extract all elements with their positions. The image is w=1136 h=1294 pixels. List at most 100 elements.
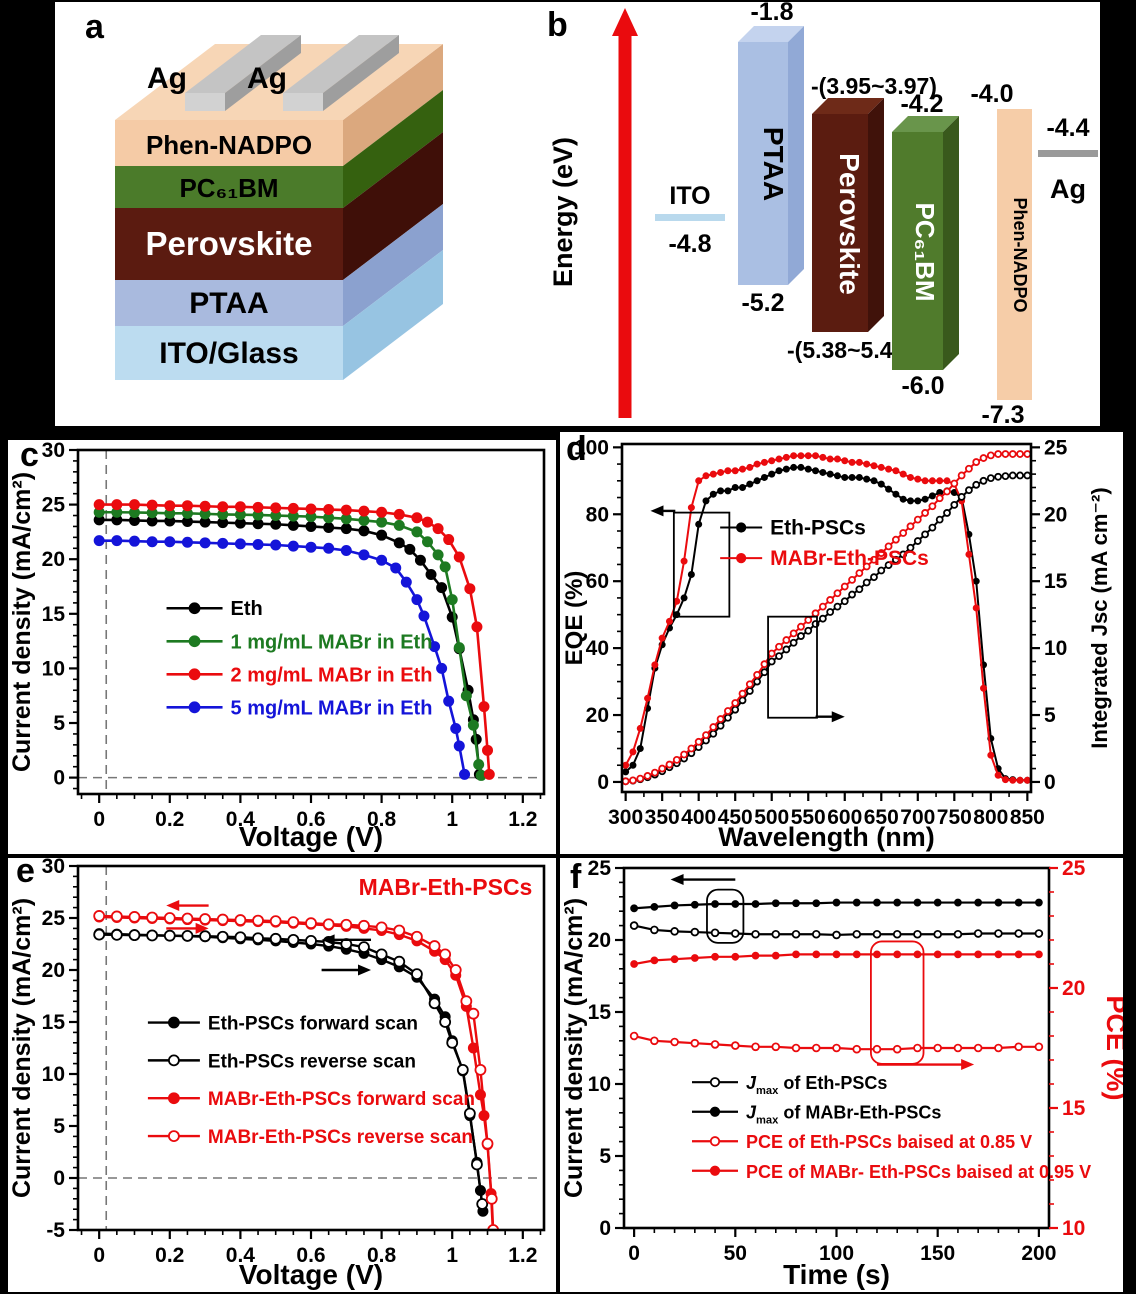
svg-text:5: 5 bbox=[599, 1145, 611, 1168]
svg-text:0: 0 bbox=[628, 1242, 640, 1265]
svg-text:10: 10 bbox=[1044, 637, 1067, 660]
panel-letter-a: a bbox=[85, 8, 104, 46]
annotation-arrow bbox=[166, 922, 209, 934]
svg-text:2 mg/mL MABr in Eth: 2 mg/mL MABr in Eth bbox=[231, 664, 433, 686]
panel-letter-b: b bbox=[547, 6, 568, 44]
panel-c-jv-concentration-chart: c 0 0.2 0.4 0.6 0.8 1 1.2 0 5 10 15 20 25 30 Voltage (… bbox=[8, 438, 556, 854]
svg-text:25: 25 bbox=[42, 494, 66, 517]
svg-text:PCE of Eth-PSCs baised at 0.8: PCE of Eth-PSCs baised at 0.85 V bbox=[746, 1132, 1032, 1152]
svg-text:1 mg/mL MABr in Eth: 1 mg/mL MABr in Eth bbox=[231, 631, 433, 653]
axis-ticks: 300 350 400 450 500 550 600 650 700 750 800 8500204… bbox=[574, 436, 1068, 829]
svg-text:0: 0 bbox=[1044, 771, 1056, 794]
ito-layer-label: ITO/Glass bbox=[159, 337, 299, 370]
series-pce-of-eth-pscs-baised-at-0-85-v bbox=[629, 1031, 1044, 1054]
svg-text:0.4: 0.4 bbox=[226, 1244, 256, 1267]
svg-text:PCE of MABr- Eth-PSCs baised: PCE of MABr- Eth-PSCs baised at 0.95 V bbox=[746, 1162, 1091, 1182]
ito-level-line bbox=[655, 214, 725, 221]
ag-name: Ag bbox=[1050, 174, 1086, 204]
svg-text:15: 15 bbox=[1062, 1097, 1086, 1120]
legend-item: 5 mg/mL MABr in Eth bbox=[166, 697, 433, 719]
legend-item: PCE of MABr- Eth-PSCs baised at 0.95 V bbox=[692, 1162, 1091, 1182]
ag-electrode-bar bbox=[185, 35, 301, 111]
svg-text:100: 100 bbox=[574, 436, 609, 459]
svg-text:15: 15 bbox=[42, 1011, 66, 1034]
svg-text:0: 0 bbox=[53, 767, 65, 790]
svg-text:0: 0 bbox=[597, 771, 609, 794]
series-group bbox=[93, 499, 495, 781]
series-2-mg-ml-mabr-in-eth bbox=[93, 499, 495, 780]
svg-text:15: 15 bbox=[588, 1001, 612, 1024]
svg-text:25: 25 bbox=[1062, 858, 1086, 880]
series-group bbox=[622, 450, 1031, 786]
perovskite-bar bbox=[812, 98, 884, 332]
svg-text:800: 800 bbox=[973, 806, 1008, 829]
phen-bar bbox=[997, 109, 1032, 400]
panel-letter-d: d bbox=[566, 430, 587, 468]
svg-text:30: 30 bbox=[42, 858, 65, 878]
series-jmax-0 bbox=[629, 921, 1044, 940]
energy-axis-label: Energy (eV) bbox=[548, 137, 578, 287]
svg-text:20: 20 bbox=[1044, 503, 1067, 526]
svg-text:1: 1 bbox=[446, 1244, 458, 1267]
svg-text:Jmax of Eth-PSCs: Jmax of Eth-PSCs bbox=[746, 1073, 887, 1097]
series-mabr-eth-pscs-integrated-jsc bbox=[622, 450, 1031, 786]
annotation-arrow bbox=[321, 964, 372, 976]
svg-text:30: 30 bbox=[42, 440, 65, 462]
svg-text:Eth: Eth bbox=[231, 598, 263, 620]
svg-text:400: 400 bbox=[681, 806, 716, 829]
ptaa-front-face bbox=[115, 280, 343, 326]
annotation-box bbox=[672, 511, 731, 618]
svg-text:0: 0 bbox=[93, 808, 105, 831]
ptaa-bottom-level: -5.2 bbox=[741, 289, 784, 317]
energy-axis-arrowhead bbox=[612, 8, 638, 36]
panel-f-stability-chart: f 0 50 100 150 200 0 5 10 15 20 25 10 15 20 25 Time (s)… bbox=[560, 858, 1123, 1292]
legend-item: 2 mg/mL MABr in Eth bbox=[166, 664, 433, 686]
axis-ticks: 0 50 100 150 200 0 5 10 15 20 25 10 15 20 25 bbox=[588, 858, 1086, 1265]
ag-electrode-bar bbox=[283, 35, 399, 111]
series-mabr-eth-pscs-forward-scan bbox=[93, 911, 499, 1230]
y-axis-label: Current density (mA/cm²) bbox=[8, 472, 36, 772]
phen-bottom-level: -7.3 bbox=[981, 401, 1024, 428]
legend-item: Jmax of Eth-PSCs bbox=[692, 1073, 887, 1097]
ito-name: ITO bbox=[669, 182, 710, 210]
svg-text:0: 0 bbox=[53, 1167, 65, 1190]
panel-letter-f: f bbox=[570, 858, 582, 896]
annotation-arrow bbox=[815, 711, 845, 723]
perovskite-bottom-level: -(5.38~5.40) bbox=[787, 337, 913, 363]
panel-d-eqe-chart: d 300 350 400 450 500 550 600 650 700 750 800 850 0 2… bbox=[560, 432, 1123, 854]
svg-text:Eth-PSCs forward scan: Eth-PSCs forward scan bbox=[208, 1014, 418, 1035]
annotation-box bbox=[706, 888, 745, 944]
series-jmax-1 bbox=[630, 898, 1043, 913]
svg-text:25: 25 bbox=[588, 858, 612, 880]
svg-text:5 mg/mL MABr in Eth: 5 mg/mL MABr in Eth bbox=[231, 697, 433, 719]
pcbm-bar bbox=[892, 116, 959, 370]
chart-c-svg: 0 0.2 0.4 0.6 0.8 1 1.2 0 5 10 15 20 25 30 Voltage (V)… bbox=[8, 440, 546, 852]
series-group bbox=[629, 898, 1044, 1054]
svg-text:0.2: 0.2 bbox=[155, 808, 184, 831]
svg-text:20: 20 bbox=[42, 548, 65, 571]
ag-level-value: -4.4 bbox=[1046, 114, 1089, 142]
legend-item: PCE of Eth-PSCs baised at 0.85 V bbox=[692, 1132, 1032, 1152]
svg-text:550: 550 bbox=[791, 806, 826, 829]
legend-item: MABr-Eth-PSCs reverse scan bbox=[147, 1127, 473, 1148]
svg-text:200: 200 bbox=[1021, 1242, 1056, 1265]
svg-text:100: 100 bbox=[819, 1242, 854, 1265]
svg-text:Jmax of MABr-Eth-PSCs: Jmax of MABr-Eth-PSCs bbox=[746, 1103, 941, 1127]
series-group bbox=[93, 910, 500, 1230]
ptaa-name: PTAA bbox=[758, 127, 789, 201]
svg-text:650: 650 bbox=[864, 806, 899, 829]
pcbm-side-face bbox=[343, 90, 443, 208]
pcbm-name: PC₆₁BM bbox=[910, 202, 940, 301]
perovskite-top-level: -(3.95~3.97) bbox=[811, 73, 937, 99]
svg-text:0.4: 0.4 bbox=[226, 808, 256, 831]
ptaa-top-level: -1.8 bbox=[750, 2, 793, 26]
annotation-arrow bbox=[670, 874, 736, 886]
svg-text:5: 5 bbox=[1044, 704, 1056, 727]
svg-text:850: 850 bbox=[1010, 806, 1045, 829]
annotation-arrow bbox=[166, 900, 209, 912]
series-eth-pscs-forward-scan bbox=[93, 928, 489, 1217]
ito-level-value: -4.8 bbox=[668, 230, 711, 258]
svg-text:20: 20 bbox=[588, 929, 611, 952]
perovskite-layer-label: Perovskite bbox=[146, 225, 313, 262]
svg-text:450: 450 bbox=[718, 806, 753, 829]
